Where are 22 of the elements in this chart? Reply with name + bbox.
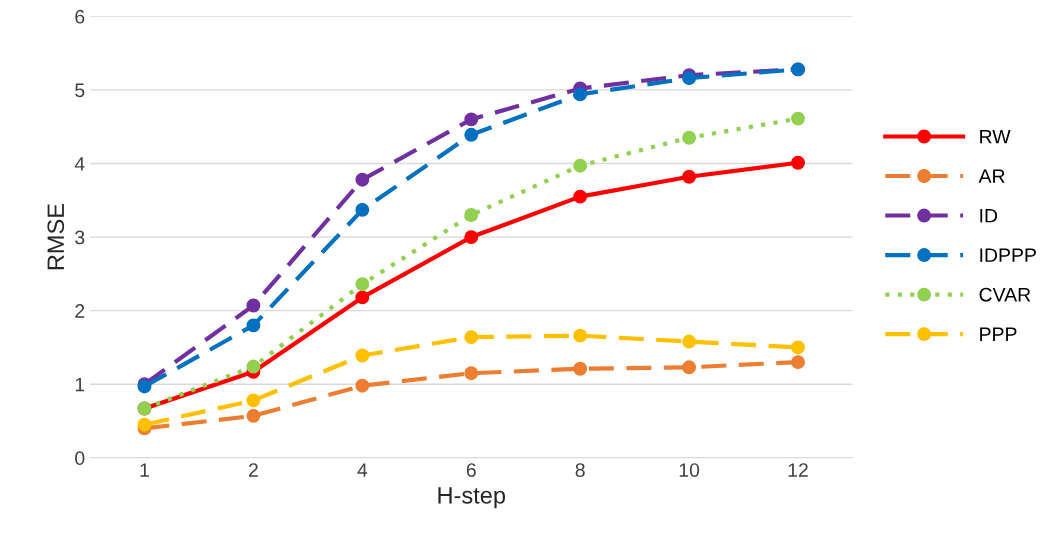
x-axis-title: H-step xyxy=(438,487,506,509)
legend-label: PPP xyxy=(980,327,1017,341)
x-tick-label: 6 xyxy=(466,463,476,477)
legend-label: CVAR xyxy=(979,287,1031,302)
x-tick-label: 12 xyxy=(788,463,808,477)
y-tick-label: 0 xyxy=(75,451,85,466)
y-axis-title: RMSE xyxy=(47,203,65,270)
legend-label: RW xyxy=(980,129,1011,144)
x-tick-label: 10 xyxy=(679,463,700,477)
y-tick-label: 3 xyxy=(75,230,85,245)
legend-label: ID xyxy=(980,208,998,223)
y-tick-label: 1 xyxy=(75,377,85,392)
legend-label: IDPPP xyxy=(980,248,1036,262)
y-tick-label: 2 xyxy=(75,304,85,318)
x-tick-label: 2 xyxy=(248,463,258,477)
y-tick-label: 5 xyxy=(75,83,85,98)
legend-label: AR xyxy=(978,169,1005,183)
y-tick-label: 4 xyxy=(74,157,85,171)
y-tick-label: 6 xyxy=(75,9,85,24)
x-tick-label: 8 xyxy=(575,463,585,477)
x-tick-label: 1 xyxy=(140,463,149,477)
x-tick-label: 4 xyxy=(357,463,368,477)
